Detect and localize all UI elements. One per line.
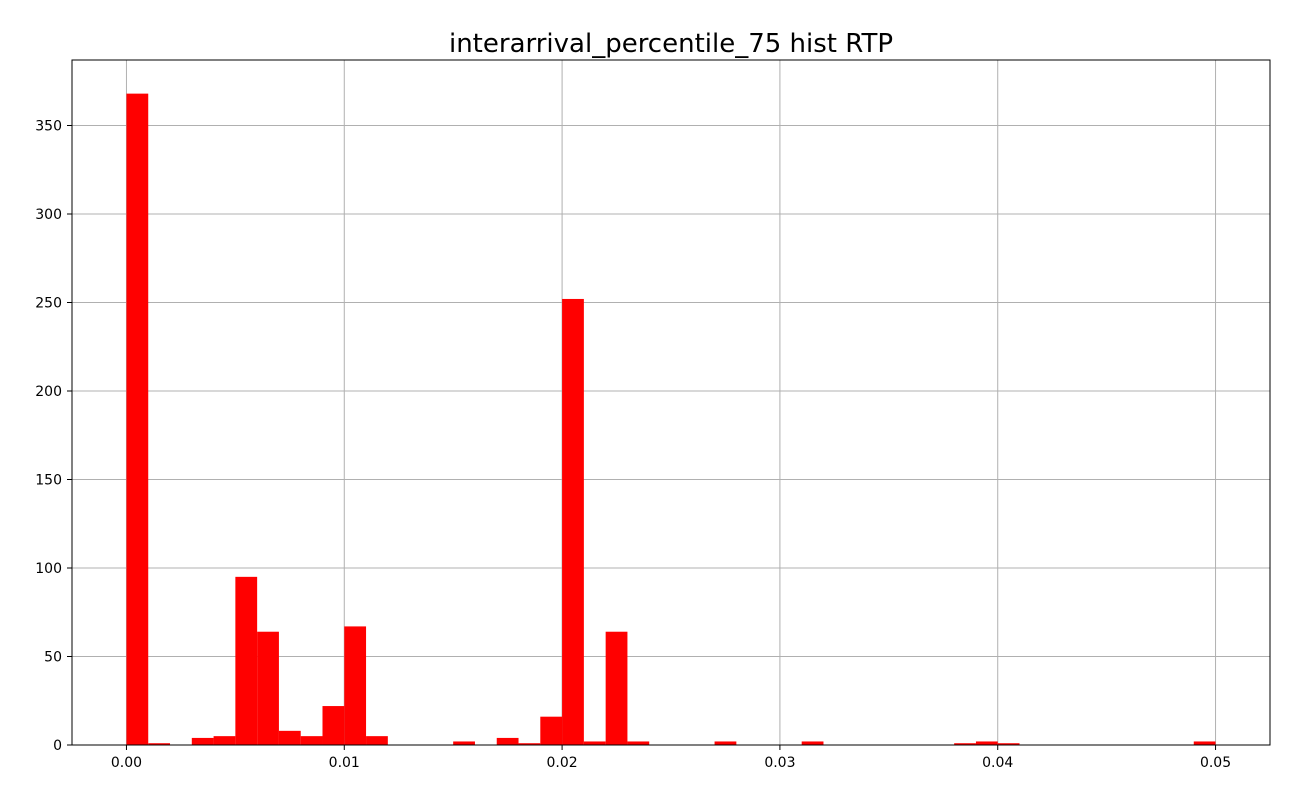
histogram-bar — [235, 576, 258, 745]
histogram-bar — [583, 741, 606, 745]
histogram-bar — [605, 631, 628, 745]
histogram-bar — [997, 743, 1020, 745]
y-tick-label: 100 — [35, 561, 62, 577]
y-tick-label: 50 — [44, 649, 62, 665]
histogram-bar — [1193, 741, 1216, 745]
x-axis-ticks: 0.00 0.01 0.02 0.03 0.04 0.05 — [111, 745, 1231, 771]
histogram-bar — [627, 741, 650, 745]
x-tick-label: 0.05 — [1200, 755, 1231, 771]
histogram-bar — [148, 743, 171, 745]
histogram-bar — [518, 743, 541, 745]
histogram-bar — [954, 743, 976, 745]
histogram-bar — [975, 741, 998, 745]
x-tick-label: 0.02 — [547, 755, 578, 771]
y-tick-label: 150 — [35, 472, 62, 488]
histogram-bar — [453, 741, 475, 745]
histogram-bar — [213, 736, 236, 745]
histogram-bar — [540, 716, 563, 745]
y-axis-ticks: 0 50 100 150 200 250 300 350 — [35, 118, 72, 754]
grid-lines — [72, 60, 1270, 746]
x-tick-label: 0.00 — [111, 755, 142, 771]
histogram-bar — [344, 626, 367, 745]
histogram-bar — [278, 730, 301, 745]
x-tick-label: 0.01 — [329, 755, 360, 771]
histogram-bar — [366, 736, 388, 745]
histogram-bar — [322, 706, 345, 745]
histogram-bar — [714, 741, 737, 745]
chart-title: interarrival_percentile_75 hist RTP — [449, 29, 893, 59]
histogram-bars — [126, 93, 1216, 745]
histogram-bar — [562, 298, 584, 745]
y-tick-label: 0 — [53, 738, 62, 754]
x-tick-label: 0.04 — [982, 755, 1013, 771]
histogram-bar — [191, 737, 214, 745]
histogram-bar — [300, 736, 323, 745]
y-tick-label: 300 — [35, 207, 62, 223]
histogram-bar — [801, 741, 824, 745]
histogram-bar — [126, 93, 149, 745]
y-tick-label: 250 — [35, 295, 62, 311]
histogram-bar — [257, 631, 279, 745]
y-tick-label: 200 — [35, 384, 62, 400]
x-tick-label: 0.03 — [764, 755, 795, 771]
plot-frame — [71, 59, 1271, 746]
y-tick-label: 350 — [35, 118, 62, 134]
histogram-bar — [496, 737, 519, 745]
